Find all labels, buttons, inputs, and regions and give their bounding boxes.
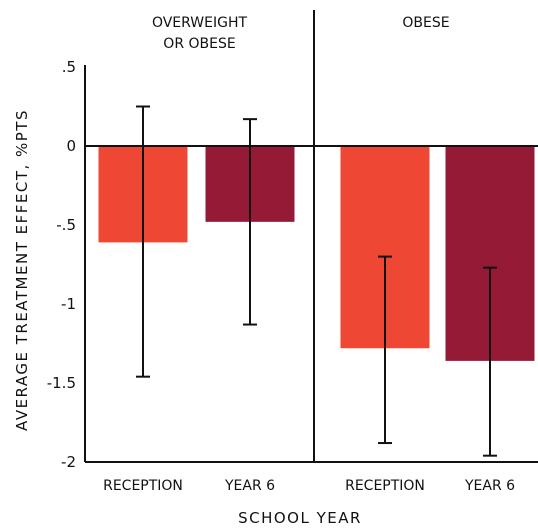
y-axis-title: AVERAGE TREATMENT EFFECT, %PTS <box>13 109 31 431</box>
x-tick-label: YEAR 6 <box>224 478 275 494</box>
y-tick-label: -2 <box>61 453 76 471</box>
y-tick-label: 0 <box>66 137 76 155</box>
panel-title: OVERWEIGHT <box>152 15 248 31</box>
x-tick-label: RECEPTION <box>345 478 425 494</box>
x-tick-label: YEAR 6 <box>464 478 515 494</box>
y-tick-label: .5 <box>62 58 76 76</box>
y-tick-label: -.5 <box>56 216 76 234</box>
plot-area: RECEPTION YEAR 6 OVERWEIGHT OR OBESE RECEPTI… <box>47 10 538 494</box>
panel-title: OR OBESE <box>163 36 235 52</box>
panel-title: OBESE <box>402 15 449 31</box>
x-tick-label: RECEPTION <box>103 478 183 494</box>
x-axis-title: SCHOOL YEAR <box>238 509 362 527</box>
y-tick-label: -1.5 <box>47 374 76 392</box>
y-tick-label: -1 <box>61 295 76 313</box>
